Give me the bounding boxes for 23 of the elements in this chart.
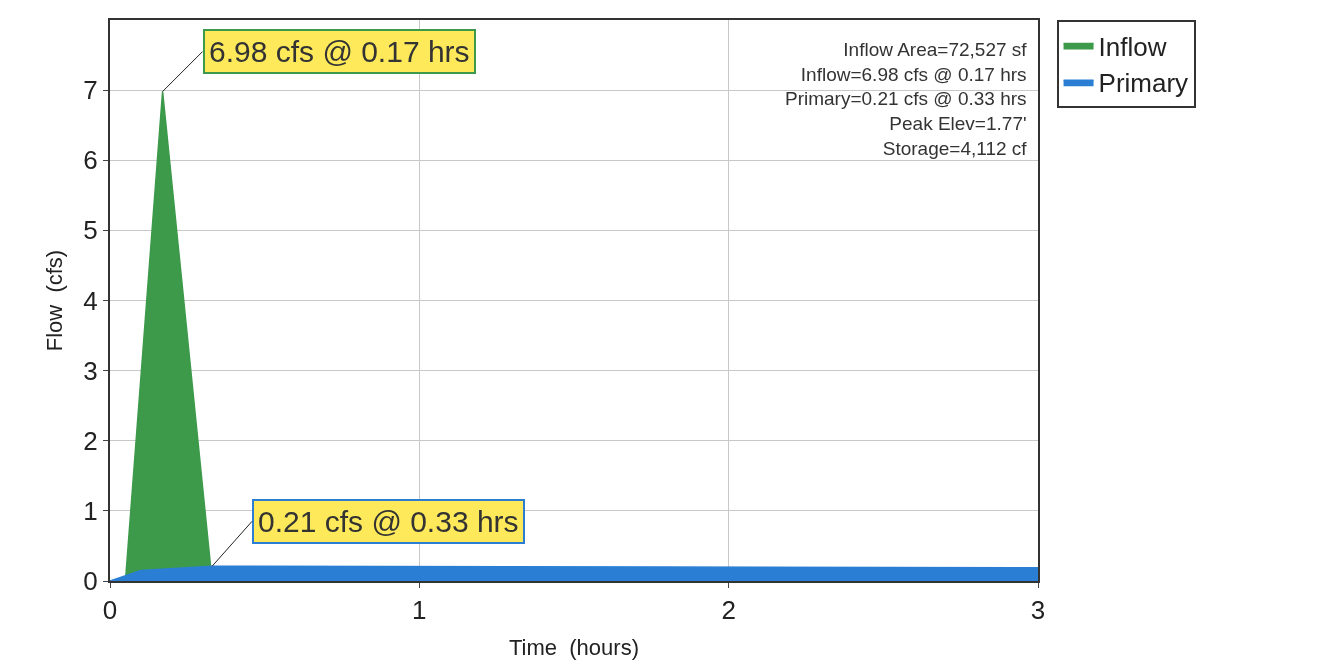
annotation: Inflow Area=72,527 sf: [843, 39, 1028, 60]
y-tick-label: 1: [83, 495, 98, 526]
y-tick-label: 4: [83, 285, 98, 316]
x-axis-title: Time (hours): [509, 634, 639, 660]
y-tick-label: 6: [83, 145, 98, 176]
x-tick-label: 1: [412, 595, 427, 626]
y-tick-label: 7: [83, 75, 98, 106]
y-axis-title: Flow (cfs): [41, 249, 67, 352]
annotation: Storage=4,112 cf: [882, 137, 1028, 159]
y-tick-label: 0: [83, 566, 98, 597]
x-tick-label: 0: [102, 595, 118, 626]
annotation: 0.21 cfs @ 0.33 hrs: [258, 505, 519, 538]
annotation: 6.98 cfs @ 0.17 hrs: [209, 35, 470, 68]
y-tick-label: 3: [83, 355, 98, 386]
y-tick-label: 5: [83, 215, 98, 246]
x-tick-label: 2: [721, 595, 736, 626]
legend-label: Primary: [1098, 68, 1189, 99]
annotation: Primary=0.21 cfs @ 0.33 hrs: [785, 88, 1027, 110]
annotation: Peak Elev=1.77': [889, 113, 1027, 135]
y-tick-label: 2: [83, 425, 98, 456]
x-tick-label: 3: [1030, 595, 1046, 626]
legend-label: Inflow: [1098, 31, 1167, 62]
annotation: Inflow=6.98 cfs @ 0.17 hrs: [800, 63, 1027, 85]
